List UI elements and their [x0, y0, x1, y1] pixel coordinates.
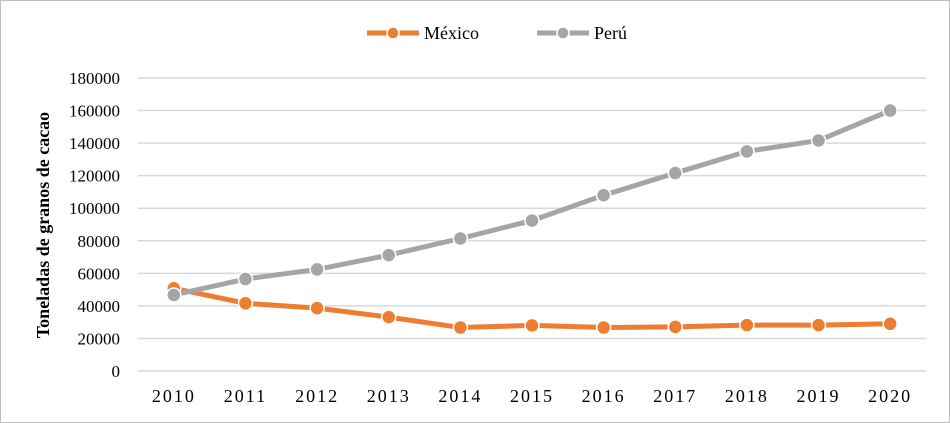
data-point	[667, 319, 684, 335]
data-point	[452, 230, 469, 247]
series-line	[173, 108, 892, 298]
data-point	[237, 271, 254, 287]
y-tick-label: 40000	[78, 297, 121, 316]
x-tick-label: 2016	[582, 386, 626, 406]
x-tick-label: 2017	[653, 386, 697, 406]
y-tick-label: 60000	[78, 264, 121, 283]
x-tick-label: 2010	[152, 386, 196, 406]
series-Perú	[166, 102, 898, 303]
data-point	[595, 319, 612, 336]
y-tick-label: 180000	[69, 69, 120, 88]
x-tick-label: 2011	[224, 386, 267, 406]
x-tick-label: 2013	[367, 386, 411, 406]
y-tick-label: 120000	[69, 167, 120, 186]
x-tick-label: 2015	[510, 386, 554, 406]
data-point	[380, 309, 397, 325]
y-axis-title: Toneladas de granos de cacao	[33, 112, 53, 338]
y-tick-label: 100000	[69, 199, 120, 218]
data-point	[309, 261, 325, 278]
legend-label: Perú	[594, 23, 627, 43]
data-point	[595, 187, 612, 203]
data-point	[739, 143, 755, 160]
data-point	[237, 295, 254, 312]
data-point	[452, 319, 469, 336]
data-point	[810, 317, 827, 333]
legend-marker	[386, 26, 400, 40]
y-tick-label: 140000	[69, 134, 120, 153]
x-tick-label: 2019	[797, 386, 841, 406]
series-México	[166, 280, 898, 336]
y-tick-label: 160000	[69, 102, 120, 121]
data-point	[380, 247, 397, 263]
x-tick-label: 2014	[438, 386, 482, 406]
data-point	[810, 132, 827, 149]
legend-item: Perú	[537, 23, 627, 43]
data-point	[166, 287, 182, 303]
x-tick-label: 2018	[725, 386, 769, 406]
data-point	[882, 316, 898, 332]
x-tick-label: 2020	[868, 386, 912, 406]
x-tick-label: 2012	[295, 386, 339, 406]
data-point	[667, 165, 684, 181]
y-tick-label: 20000	[78, 329, 121, 348]
legend-label: México	[424, 23, 479, 43]
y-tick-label: 80000	[78, 232, 121, 251]
data-point	[739, 317, 755, 333]
legend-item: México	[367, 23, 479, 43]
data-point	[524, 212, 540, 229]
data-point	[309, 300, 325, 316]
data-point	[524, 317, 540, 334]
legend-marker	[556, 26, 570, 40]
data-point	[882, 102, 898, 119]
y-tick-label: 0	[112, 362, 121, 381]
